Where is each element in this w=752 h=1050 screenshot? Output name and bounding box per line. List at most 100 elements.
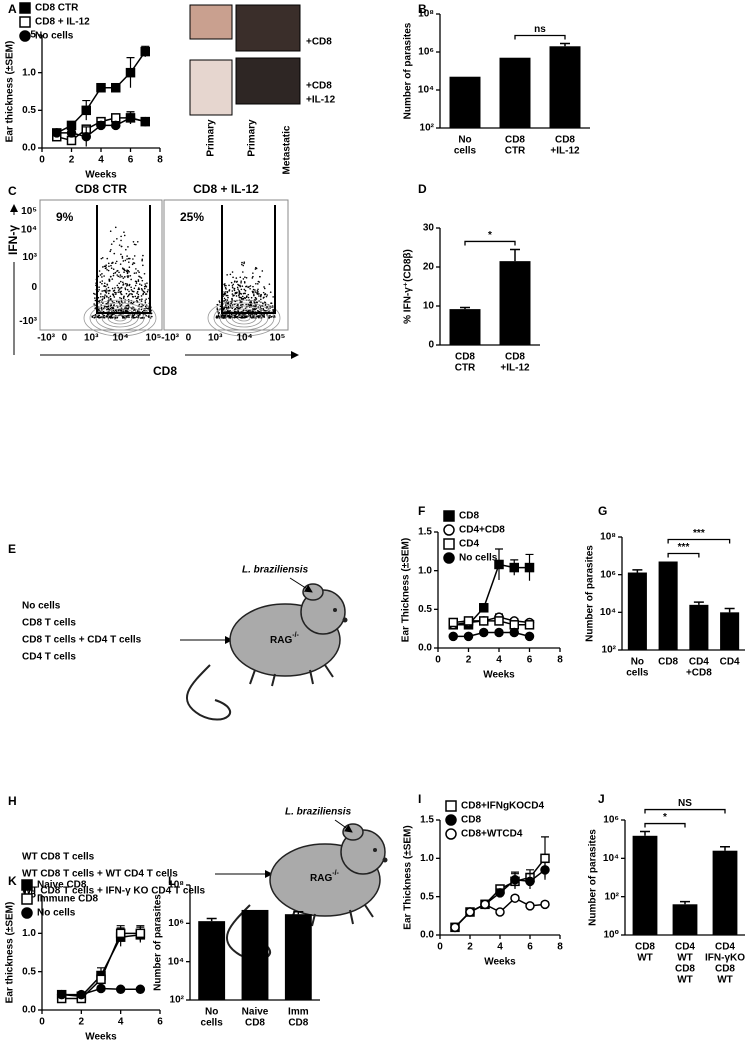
bar [241, 909, 269, 1000]
x-tick-label: 4 [98, 155, 104, 166]
flow-event [243, 288, 246, 291]
flow-x-tick-label: -10³ [37, 333, 55, 344]
y-tick-label: 10² [605, 891, 620, 902]
flow-event [231, 286, 234, 289]
y-tick-label: 0.5 [22, 105, 36, 116]
y-tick-label: 10⁸ [600, 532, 616, 543]
flow-event [99, 274, 102, 276]
flow-event [223, 284, 226, 287]
flow-event [104, 294, 106, 296]
error-bar [640, 830, 650, 836]
legend-label: No cells [459, 553, 498, 564]
x-tick-label: 8 [557, 655, 563, 666]
flow-event [120, 253, 122, 256]
flow-event [119, 276, 121, 278]
flow-event [133, 255, 136, 257]
flow-event [228, 290, 230, 292]
flow-event [111, 293, 114, 295]
bracket [514, 34, 566, 40]
flow-event [222, 315, 224, 317]
y-tick-label: 10⁶ [603, 815, 619, 826]
flow-event [110, 243, 113, 245]
legend-marker [21, 907, 33, 919]
bar [632, 835, 658, 935]
flow-event [243, 281, 246, 283]
y-tick-label: 10⁶ [600, 569, 616, 580]
flow-event [151, 315, 153, 318]
flow-event [249, 285, 252, 287]
flow-event [106, 283, 108, 286]
x-tick-label: CD8 [505, 352, 525, 363]
flow-event [103, 297, 106, 300]
legend-label: CD8 [459, 511, 479, 522]
flow-event [229, 317, 232, 319]
marker [96, 983, 106, 994]
flow-event [262, 291, 265, 294]
photo [235, 4, 301, 52]
flow-event [268, 283, 271, 285]
flow-event [103, 316, 106, 319]
flow-event [244, 289, 247, 292]
flow-event [234, 315, 236, 318]
flow-event [225, 294, 228, 297]
x-tick-label: IFN-γKO [705, 953, 745, 964]
series-line [453, 563, 530, 626]
photo [235, 57, 301, 105]
flow-event [232, 283, 235, 286]
flow-event [125, 307, 128, 310]
flow-event [246, 310, 249, 313]
flow-event [253, 294, 255, 297]
flow-title: CD8 + IL-12 [193, 182, 259, 196]
flow-event [124, 288, 127, 291]
flow-event [230, 313, 233, 316]
flow-event [107, 286, 110, 289]
y-tick-label: 1.5 [420, 815, 434, 826]
y-tick-label: 10⁴ [168, 956, 184, 967]
y-axis-label: Number of parasites [403, 22, 414, 119]
x-tick-label: CD8 [658, 657, 678, 668]
flow-event [94, 299, 97, 302]
flow-event [123, 295, 125, 298]
marker [494, 616, 504, 626]
flow-event [132, 240, 135, 243]
legend-marker [445, 800, 457, 812]
flow-event [144, 300, 147, 302]
flow-event [269, 314, 271, 317]
bar [627, 572, 647, 650]
flow-event [216, 307, 219, 309]
flow-event [123, 271, 125, 274]
flow-event [238, 290, 241, 293]
flow-event [112, 261, 114, 264]
flow-event [228, 306, 230, 309]
flow-event [252, 316, 254, 319]
flow-event [227, 301, 230, 304]
arrow [289, 577, 313, 593]
flow-event [266, 294, 268, 296]
flow-event [256, 292, 258, 294]
legend-marker [443, 538, 455, 550]
flow-event [105, 305, 108, 308]
flow-y-tick-label: 10³ [23, 252, 38, 263]
flow-event [122, 260, 125, 262]
flow-event [137, 296, 140, 298]
marker [463, 616, 474, 626]
flow-event [240, 280, 242, 282]
flow-event [98, 288, 100, 291]
flow-event [133, 272, 136, 274]
flow-event [247, 293, 250, 296]
legend-marker [443, 510, 455, 522]
flow-event [100, 316, 102, 319]
flow-event [122, 283, 125, 285]
flow-event [141, 298, 143, 301]
flow-event [141, 289, 144, 291]
y-tick-label: 10² [170, 995, 185, 1006]
flow-event [107, 289, 110, 292]
flow-event [223, 317, 225, 319]
flow-event [263, 287, 266, 290]
flow-event [240, 281, 242, 284]
flow-event [101, 299, 103, 301]
bracket-label: ns [534, 24, 546, 35]
flow-event [236, 280, 238, 283]
flow-event [233, 288, 235, 290]
y-tick-label: 1.0 [22, 67, 36, 78]
